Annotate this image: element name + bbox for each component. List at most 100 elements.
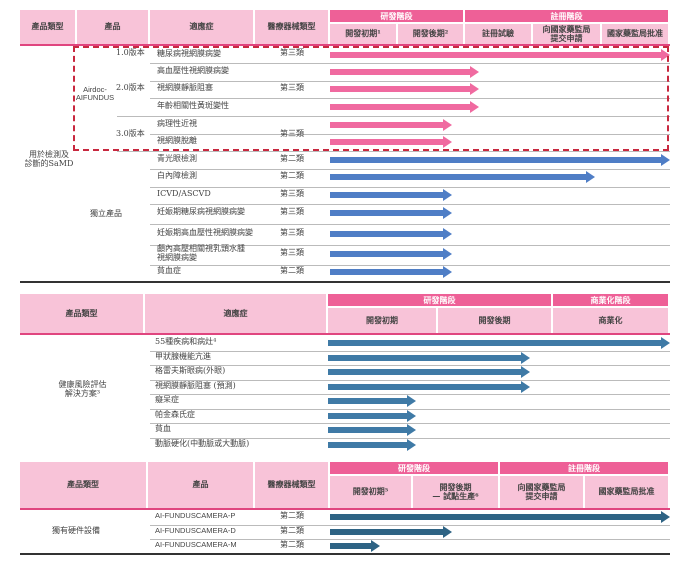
phase-band: 研發階段 bbox=[330, 462, 498, 474]
arrow-head-icon bbox=[521, 351, 530, 364]
header-divider bbox=[20, 508, 670, 510]
arrow-head-icon bbox=[442, 207, 452, 219]
arrow-head-icon bbox=[442, 188, 452, 201]
product-label: AI-FUNDUSCAMERA-M bbox=[155, 540, 237, 549]
indication-label: 癡呆症 bbox=[155, 395, 179, 404]
indication-label: 動脈硬化(中動脈或大動脈) bbox=[155, 438, 250, 448]
row-divider bbox=[117, 151, 670, 152]
arrow-shaft bbox=[330, 51, 661, 58]
arrow-shaft bbox=[328, 427, 407, 433]
table-bottom bbox=[20, 281, 670, 283]
version-label: 2.0版本 bbox=[116, 83, 145, 92]
row-divider bbox=[150, 265, 670, 266]
indication-label: 視網膜靜脈阻塞 bbox=[157, 83, 213, 92]
col-header-type: 產品類型 bbox=[20, 10, 75, 44]
indication-label: 視網膜脫離 bbox=[157, 136, 197, 145]
arrow-shaft bbox=[328, 369, 521, 375]
arrow-head-icon bbox=[469, 100, 479, 113]
device-class: 第三類 bbox=[280, 129, 304, 138]
row-divider bbox=[150, 524, 670, 526]
phase-header: 國家藥監局批准 bbox=[585, 476, 668, 508]
row-divider bbox=[117, 116, 670, 117]
arrow-shaft bbox=[330, 210, 443, 216]
indication-label: 妊娠期高血壓性視網膜病變 bbox=[157, 227, 253, 237]
phase-band: 註冊階段 bbox=[465, 10, 668, 22]
device-class: 第二類 bbox=[280, 540, 304, 549]
phase-header: 開發初期¹ bbox=[330, 24, 396, 44]
table-bottom bbox=[20, 553, 670, 555]
highlight-box bbox=[73, 46, 669, 151]
row-divider bbox=[150, 379, 670, 381]
row-divider bbox=[150, 187, 670, 188]
arrow-head-icon bbox=[661, 48, 670, 61]
row-divider bbox=[150, 81, 670, 82]
arrow-head-icon bbox=[661, 511, 670, 523]
indication-label: 視網膜靜脈阻塞 (預測) bbox=[155, 380, 236, 390]
arrow-shaft bbox=[328, 441, 407, 448]
phase-band: 註冊階段 bbox=[500, 462, 668, 474]
col-header-product: 產品 bbox=[77, 10, 148, 44]
row-divider bbox=[150, 204, 670, 205]
arrow-shaft bbox=[328, 354, 521, 361]
phase-header: 開發初期 bbox=[328, 308, 436, 333]
indication-label: 貧血 bbox=[155, 424, 171, 433]
row-divider bbox=[150, 169, 670, 170]
device-class: 第三類 bbox=[280, 227, 304, 237]
phase-band: 研發階段 bbox=[328, 294, 551, 306]
phase-header: 開發初期⁵ bbox=[330, 476, 411, 508]
phase-header: 開發後期 — 試點生產⁶ bbox=[413, 476, 498, 508]
arrow-shaft bbox=[330, 156, 661, 163]
col-header-indication: 適應症 bbox=[150, 10, 253, 44]
version-label: 1.0版本 bbox=[116, 48, 145, 57]
category-label: 健康風險評估 解決方案³ bbox=[58, 380, 107, 398]
arrow-shaft bbox=[330, 103, 470, 110]
col-header-device-class: 醫療器械類型 bbox=[255, 10, 328, 44]
product-standalone: 獨立產品 bbox=[90, 209, 122, 218]
arrow-head-icon bbox=[521, 380, 530, 393]
arrow-head-icon bbox=[370, 540, 380, 552]
arrow-head-icon bbox=[521, 366, 530, 378]
arrow-head-icon bbox=[661, 153, 670, 166]
row-divider bbox=[150, 245, 670, 246]
indication-label: 白內障檢測 bbox=[157, 171, 197, 180]
arrow-shaft bbox=[330, 269, 443, 275]
category-label: 獨有硬件設備 bbox=[52, 526, 100, 535]
arrow-head-icon bbox=[442, 136, 452, 148]
arrow-shaft bbox=[330, 122, 443, 128]
arrow-head-icon bbox=[443, 525, 453, 538]
arrow-shaft bbox=[330, 191, 443, 198]
arrow-head-icon bbox=[469, 66, 479, 78]
arrow-head-icon bbox=[442, 119, 452, 131]
device-class: 第三類 bbox=[280, 48, 304, 57]
device-class: 第三類 bbox=[280, 188, 304, 198]
device-class: 第二類 bbox=[280, 525, 304, 535]
arrow-shaft bbox=[330, 514, 661, 520]
arrow-shaft bbox=[330, 86, 470, 92]
arrow-shaft bbox=[328, 340, 661, 346]
phase-band: 研發階段 bbox=[330, 10, 463, 22]
row-divider bbox=[150, 365, 670, 366]
product-airdoc: Airdoc- AIFUNDUS bbox=[75, 85, 115, 103]
arrow-shaft bbox=[330, 69, 470, 75]
row-divider bbox=[150, 224, 670, 225]
col-header-device-class: 醫療器械類型 bbox=[255, 462, 328, 508]
device-class: 第二類 bbox=[280, 171, 304, 180]
arrow-shaft bbox=[330, 543, 371, 549]
arrow-head-icon bbox=[469, 83, 479, 95]
col-header-type: 產品類型 bbox=[20, 294, 143, 333]
arrow-shaft bbox=[330, 139, 443, 145]
arrow-head-icon bbox=[407, 424, 416, 436]
arrow-shaft bbox=[330, 251, 443, 257]
row-divider bbox=[150, 394, 670, 395]
arrow-head-icon bbox=[442, 227, 452, 240]
device-class: 第三類 bbox=[280, 248, 304, 257]
arrow-head-icon bbox=[661, 337, 670, 349]
row-divider bbox=[150, 98, 670, 99]
indication-label: 年齡相關性黃斑變性 bbox=[157, 100, 229, 110]
indication-label: 帕金森氏症 bbox=[155, 409, 195, 419]
header-divider bbox=[20, 333, 670, 335]
col-header-indication: 適應症 bbox=[145, 294, 326, 333]
version-label: 3.0版本 bbox=[116, 129, 145, 138]
phase-header: 向國家藥監局 提交申請 bbox=[533, 24, 600, 44]
